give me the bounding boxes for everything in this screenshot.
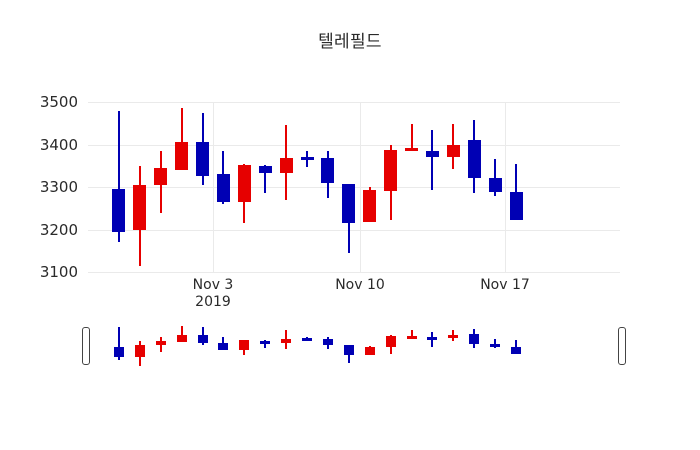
range-slider-candle-body — [448, 335, 459, 339]
candle-body — [237, 164, 251, 202]
gridline-h-3200 — [88, 229, 620, 231]
range-slider-candle-body — [343, 345, 354, 356]
gridline-h-3400 — [88, 144, 620, 146]
candle-body — [112, 189, 126, 232]
range-slider-candle-wick — [410, 330, 413, 337]
gridline-h-3100 — [88, 272, 620, 273]
x-tick-label-main: Nov 3 — [192, 277, 234, 293]
candle-wick — [494, 159, 497, 196]
range-slider-candle-body — [302, 338, 313, 342]
x-tick-label-2: Nov 17 — [445, 277, 565, 294]
candle-body — [384, 149, 398, 192]
candle-body — [258, 165, 272, 174]
candle-body — [196, 142, 210, 177]
candle-body — [216, 174, 230, 202]
page-title: 텔레필드 — [318, 32, 382, 52]
range-slider-candle-body — [490, 343, 501, 348]
x-tick-label-main: Nov 17 — [480, 277, 530, 293]
range-slider-candle-body — [176, 334, 187, 342]
candle-wick — [180, 108, 183, 170]
candle-body — [321, 158, 335, 183]
range-slider-candle-body — [155, 341, 166, 346]
x-tick-label-0: Nov 3 2019 — [153, 277, 273, 311]
y-tick-label-3200: 3200 — [39, 220, 78, 239]
plot-area[interactable] — [88, 102, 620, 273]
candle-body — [425, 150, 439, 158]
y-tick-label-3500: 3500 — [39, 93, 78, 111]
range-slider-candle-body — [134, 345, 145, 357]
candle-body — [175, 142, 189, 170]
range-slider-candle-body — [322, 338, 333, 345]
candle-body — [300, 157, 314, 161]
range-start-handle[interactable] — [82, 327, 90, 365]
candle-body — [363, 190, 377, 222]
range-slider-candle-body — [260, 340, 271, 344]
y-tick-label-3400: 3400 — [39, 135, 78, 154]
y-tick-label-3300: 3300 — [39, 178, 78, 196]
candle-body — [446, 145, 460, 158]
range-slider-candle-body — [385, 336, 396, 348]
range-slider-candle-body — [281, 338, 292, 343]
candle-body — [133, 184, 147, 230]
range-slider-candle-wick — [180, 326, 183, 342]
candle-wick — [515, 163, 518, 221]
range-slider-candle-body — [511, 347, 522, 355]
x-tick-label-main: Nov 10 — [335, 277, 385, 293]
range-slider-candle-body — [197, 334, 208, 344]
candle-body — [405, 147, 419, 151]
candle-wick — [264, 164, 267, 194]
candle-body — [154, 167, 168, 185]
x-tick-label-1: Nov 10 — [300, 277, 420, 294]
y-tick-label-3100: 3100 — [39, 263, 78, 281]
range-slider-candle-body — [406, 336, 417, 340]
candle-wick — [410, 124, 413, 151]
gridline-h-3500 — [88, 102, 620, 103]
range-slider-candle-body — [427, 336, 438, 340]
x-tick-label-year: 2019 — [195, 294, 231, 310]
range-slider-candle-body — [239, 340, 250, 350]
candle-body — [342, 183, 356, 224]
range-slider-candle-body — [218, 342, 229, 350]
range-end-handle[interactable] — [618, 327, 626, 365]
gridline-v-2 — [505, 102, 506, 272]
range-slider[interactable] — [82, 322, 626, 370]
candle-body — [279, 158, 293, 174]
range-slider-candle-wick — [264, 340, 267, 348]
candle-body — [509, 192, 523, 221]
range-slider-candle-wick — [515, 340, 518, 355]
range-slider-candle-wick — [117, 326, 120, 361]
range-slider-candle-body — [113, 346, 124, 358]
candle-body — [467, 140, 481, 178]
range-slider-candle-body — [364, 346, 375, 355]
gridline-v-1 — [360, 102, 361, 272]
candle-body — [488, 177, 502, 193]
range-slider-candle-wick — [494, 338, 497, 349]
candle-wick — [431, 130, 434, 191]
range-slider-candle-body — [469, 334, 480, 344]
candle-wick — [117, 110, 120, 243]
gridline-v-0 — [213, 102, 214, 272]
